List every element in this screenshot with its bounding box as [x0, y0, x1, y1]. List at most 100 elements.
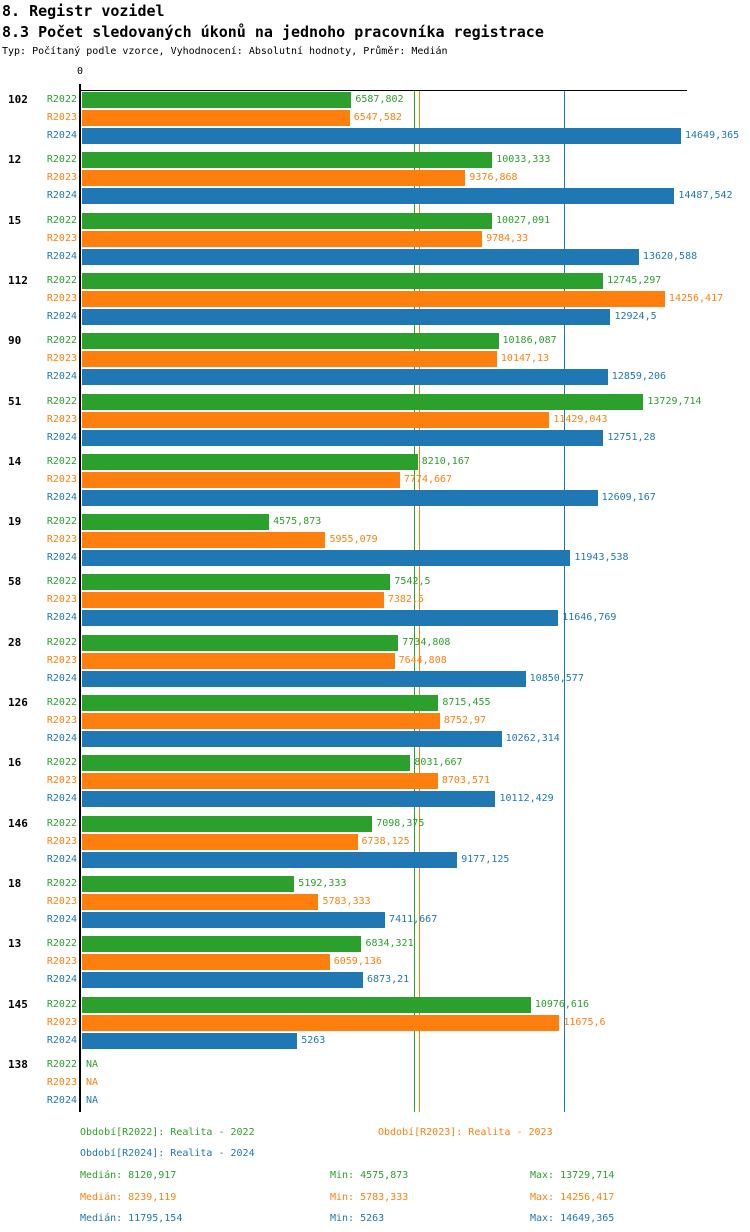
bar	[82, 954, 330, 971]
stat-median-r2023: Medián: 8239,119	[80, 1192, 177, 1203]
series-row-label: R2024	[46, 974, 77, 986]
bar-value-label: 12609,167	[601, 491, 656, 503]
bar	[82, 471, 400, 488]
series-row-label: R2022	[46, 757, 77, 769]
series-row-label: R2022	[46, 516, 77, 528]
series-row-label: R2024	[46, 310, 77, 322]
bar-value-label: 12745,297	[607, 274, 662, 286]
bar	[82, 369, 608, 386]
series-row-label: R2023	[46, 534, 77, 546]
category-label: 51	[8, 394, 22, 408]
legend-item-r2022: Období[R2022]: Realita - 2022	[80, 1127, 255, 1138]
series-row-label: R2024	[46, 853, 77, 865]
axis-zero-tick-label: 0	[76, 66, 84, 77]
bar	[82, 755, 411, 772]
bar	[82, 188, 675, 205]
series-row-label: R2023	[46, 473, 77, 485]
bar	[82, 996, 531, 1013]
series-row-label: R2024	[46, 190, 77, 202]
chart-meta: Typ: Počítaný podle vzorce, Vyhodnocení:…	[2, 46, 448, 57]
series-row-label: R2023	[46, 956, 77, 968]
bar-value-label: 12859,206	[611, 371, 666, 383]
bar	[82, 670, 526, 687]
bar	[82, 514, 270, 531]
category-label: 145	[8, 997, 28, 1011]
bar-value-label: 9376,868	[469, 172, 518, 184]
bar-value-label: NA	[86, 1076, 99, 1088]
bar-value-label: 10976,616	[534, 998, 589, 1010]
series-row-label: R2023	[46, 413, 77, 425]
series-row-label: R2022	[46, 877, 77, 889]
bar	[82, 695, 439, 711]
series-row-label: R2024	[46, 552, 77, 564]
bar	[82, 713, 440, 729]
bar-value-label: 4575,873	[273, 516, 322, 528]
bar-value-label: NA	[86, 1058, 99, 1070]
bar-value-label: 7734,808	[402, 636, 451, 648]
category-label: 112	[8, 273, 28, 287]
series-row-label: R2024	[46, 431, 77, 443]
category-label: 146	[8, 816, 28, 830]
series-row-label: R2024	[46, 672, 77, 684]
series-row-label: R2023	[46, 775, 77, 787]
bar-value-label: NA	[86, 1094, 99, 1106]
category-label: 102	[8, 93, 28, 106]
bar-value-label: 6059,136	[333, 956, 382, 968]
chart-subtitle: 8.3 Počet sledovaných úkonů na jednoho p…	[2, 23, 544, 41]
bar	[82, 851, 458, 868]
bar-value-label: 5263	[301, 1034, 326, 1046]
category-label: 13	[8, 937, 22, 951]
category-label: 18	[8, 876, 22, 890]
bar-value-label: 12751,28	[607, 431, 656, 443]
bar	[82, 152, 493, 169]
bar	[82, 936, 362, 953]
stat-median-r2024: Medián: 11795,154	[80, 1213, 183, 1224]
bar-value-label: 5955,079	[329, 534, 378, 546]
series-row-label: R2022	[46, 395, 77, 407]
bar-value-label: 11646,769	[562, 612, 617, 624]
stat-min-r2022: Min: 4575,873	[330, 1170, 409, 1181]
bar-value-label: 6873,21	[367, 974, 410, 986]
bar	[82, 731, 502, 747]
category-label: 15	[8, 213, 22, 227]
series-row-label: R2023	[46, 895, 77, 907]
bar	[82, 128, 681, 144]
bar	[82, 453, 418, 470]
stat-min-r2024: Min: 5263	[330, 1213, 385, 1224]
series-row-label: R2024	[46, 371, 77, 383]
bar	[82, 351, 497, 368]
bar-value-label: 13729,714	[647, 395, 702, 407]
bar-value-label: 10027,091	[495, 214, 551, 226]
bar-value-label: 10033,333	[496, 154, 551, 166]
series-row-label: R2022	[46, 335, 77, 347]
bar	[82, 230, 483, 247]
series-row-label: R2023	[46, 292, 77, 304]
bar	[82, 248, 639, 265]
bar-value-label: 6547,582	[353, 112, 402, 123]
bar	[82, 1032, 298, 1049]
bar-value-label: 12924,5	[614, 310, 657, 322]
category-label: 14	[8, 454, 22, 468]
bar-value-label: 8752,97	[443, 715, 487, 726]
bar	[82, 815, 373, 832]
bar	[82, 489, 598, 506]
bar-value-label: 7644,808	[398, 654, 447, 666]
series-row-label: R2022	[46, 274, 77, 286]
legend-item-r2024: Období[R2024]: Realita - 2024	[80, 1148, 255, 1159]
bar-value-label: 14256,417	[668, 292, 724, 304]
bar-value-label: 10186,087	[502, 335, 557, 347]
series-row-label: R2022	[46, 455, 77, 467]
series-row-label: R2022	[46, 214, 77, 226]
series-row-label: R2024	[46, 491, 77, 503]
bar	[82, 212, 492, 229]
category-label: 58	[8, 575, 22, 589]
series-row-label: R2023	[46, 594, 77, 606]
series-row-label: R2024	[46, 1034, 77, 1046]
series-row-label: R2022	[46, 938, 77, 950]
bar	[82, 610, 559, 627]
bar-value-label: 9784,33	[486, 232, 529, 244]
bar	[82, 411, 550, 428]
bar-value-label: 7411,667	[389, 913, 438, 925]
